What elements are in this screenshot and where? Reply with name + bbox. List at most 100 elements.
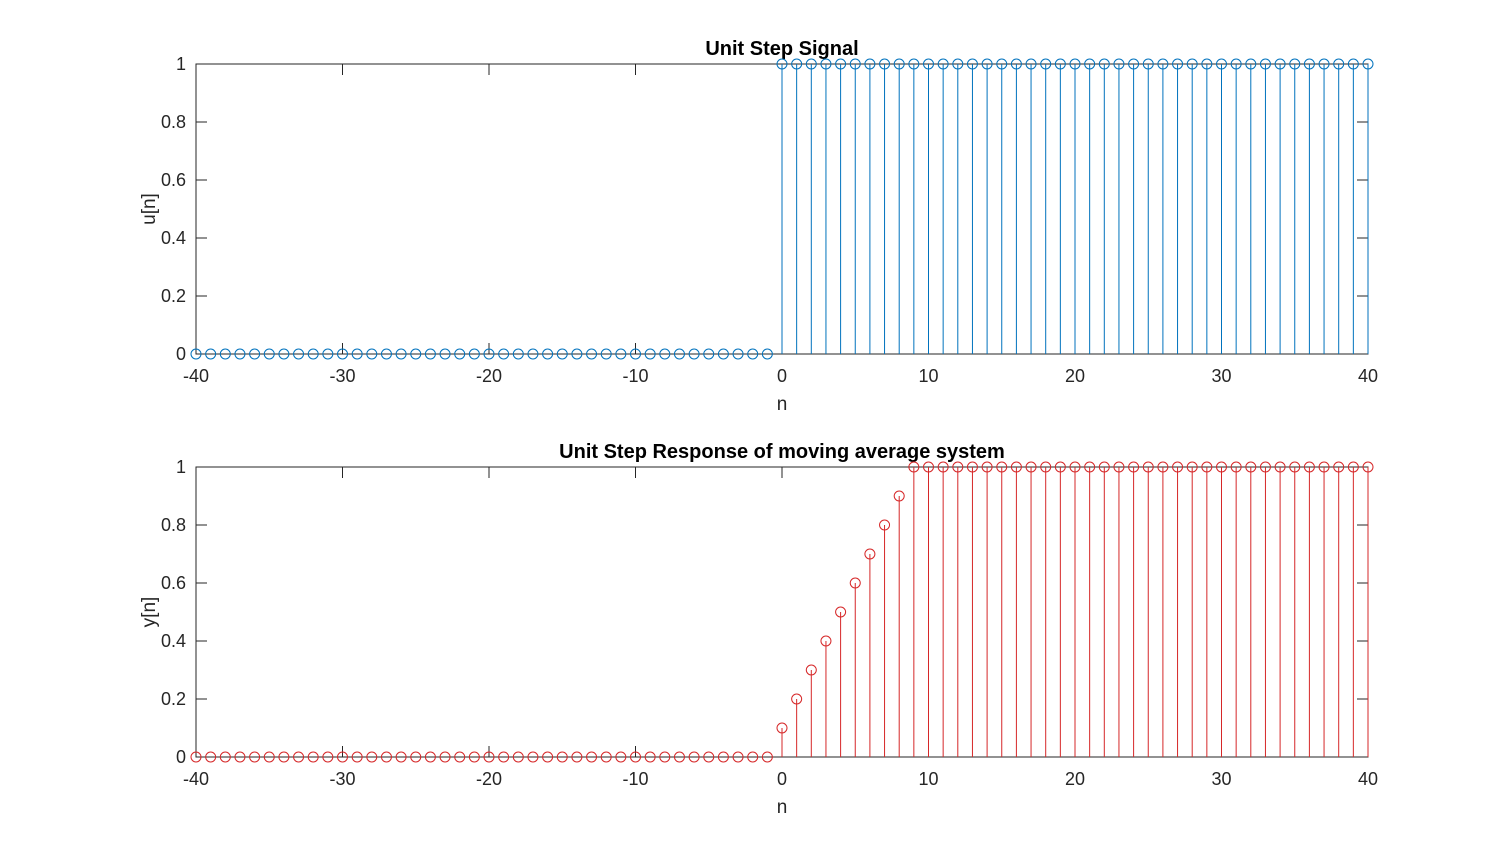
stem-marker	[1274, 461, 1286, 473]
stem-marker	[1084, 58, 1096, 70]
stem-marker	[1098, 461, 1110, 473]
x-tick-label: 30	[1211, 769, 1231, 789]
stem-marker	[1333, 58, 1345, 70]
stem-marker	[644, 348, 656, 360]
stem-marker	[249, 751, 261, 763]
stem-marker	[893, 490, 905, 502]
stem-marker	[542, 348, 554, 360]
x-tick-label: 20	[1065, 769, 1085, 789]
stem-marker	[1025, 461, 1037, 473]
stem-marker	[717, 751, 729, 763]
y-tick-label: 0	[176, 747, 186, 767]
stem-marker	[688, 348, 700, 360]
stem-marker	[1289, 58, 1301, 70]
stem-marker	[1172, 461, 1184, 473]
stem-marker	[820, 635, 832, 647]
stem-marker	[439, 348, 451, 360]
y-tick-label: 1	[176, 54, 186, 74]
stem-marker	[1069, 58, 1081, 70]
stem-marker	[908, 461, 920, 473]
x-tick-label: -30	[329, 769, 355, 789]
stem-marker	[234, 751, 246, 763]
stem-marker	[278, 751, 290, 763]
y-tick-label: 0.2	[161, 689, 186, 709]
x-tick-label: -30	[329, 366, 355, 386]
stem-marker	[630, 751, 641, 763]
stem-marker	[322, 348, 334, 360]
stem-marker	[1274, 58, 1286, 70]
plot-area	[195, 466, 1369, 758]
stem-marker	[483, 751, 495, 763]
stem-marker	[337, 348, 348, 360]
stem-marker	[1318, 461, 1330, 473]
stem-marker	[1201, 58, 1213, 70]
stem-marker	[366, 348, 378, 360]
stem-marker	[703, 348, 715, 360]
stem-marker	[981, 58, 993, 70]
stem-marker	[512, 348, 524, 360]
stem-marker	[966, 58, 978, 70]
stem-marker	[307, 348, 319, 360]
y-axis-label: y[n]	[139, 597, 160, 628]
stem-marker	[1172, 58, 1184, 70]
x-axis-label: n	[777, 394, 788, 415]
stem-marker	[1113, 461, 1125, 473]
stem-marker	[1245, 461, 1257, 473]
x-tick-label: -20	[476, 366, 502, 386]
stem-marker	[1025, 58, 1037, 70]
stem-marker	[893, 58, 905, 70]
stem-marker	[1040, 58, 1052, 70]
stem-marker	[1054, 58, 1066, 70]
stem-marker	[1040, 461, 1052, 473]
y-tick-label: 0.6	[161, 573, 186, 593]
stem-marker	[1054, 461, 1066, 473]
stem-marker	[1230, 461, 1242, 473]
stem-marker	[1362, 58, 1374, 70]
stem-marker	[1128, 461, 1140, 473]
y-tick-label: 0	[176, 344, 186, 364]
stem-marker	[1303, 58, 1315, 70]
stem-marker	[966, 461, 978, 473]
stem-marker	[1347, 461, 1359, 473]
x-tick-label: -40	[183, 769, 209, 789]
subplot-unit-step-signal: Unit Step Signal u[n] n -40 -30 -20 -10 0 10 2…	[139, 38, 1378, 415]
stem-marker	[776, 722, 788, 734]
x-tick-label: 10	[918, 769, 938, 789]
stem-marker	[805, 58, 817, 70]
x-tick-label: -20	[476, 769, 502, 789]
subplot-step-response: Unit Step Response of moving average sys…	[139, 441, 1378, 818]
stem-marker	[1113, 58, 1125, 70]
stem-marker	[820, 58, 832, 70]
stem-marker	[1010, 461, 1022, 473]
y-tick-label: 0.8	[161, 515, 186, 535]
stem-marker	[571, 751, 583, 763]
stem-marker	[849, 58, 861, 70]
y-tick-label: 0.4	[161, 228, 186, 248]
stem-marker	[263, 751, 275, 763]
stem-marker	[1347, 58, 1359, 70]
stem-marker	[615, 348, 627, 360]
stem-marker	[1010, 58, 1022, 70]
stem-marker	[1201, 461, 1213, 473]
stem-marker	[864, 548, 876, 560]
stem-marker	[805, 664, 817, 676]
stem-marker	[1216, 461, 1227, 473]
x-axis-label: n	[777, 797, 788, 818]
stem-marker	[1157, 58, 1169, 70]
stem-marker	[498, 348, 510, 360]
stem-marker	[703, 751, 715, 763]
stem-marker	[322, 751, 334, 763]
stem-series	[190, 461, 1374, 763]
stem-marker	[747, 751, 759, 763]
stem-marker	[366, 751, 378, 763]
stem-marker	[498, 751, 510, 763]
stem-marker	[293, 751, 305, 763]
stem-marker	[1289, 461, 1301, 473]
stem-marker	[410, 348, 422, 360]
stem-marker	[630, 348, 641, 360]
stem-marker	[644, 751, 656, 763]
stem-marker	[952, 461, 964, 473]
chart-title: Unit Step Signal	[705, 38, 858, 60]
stem-marker	[454, 751, 466, 763]
stem-marker	[439, 751, 451, 763]
